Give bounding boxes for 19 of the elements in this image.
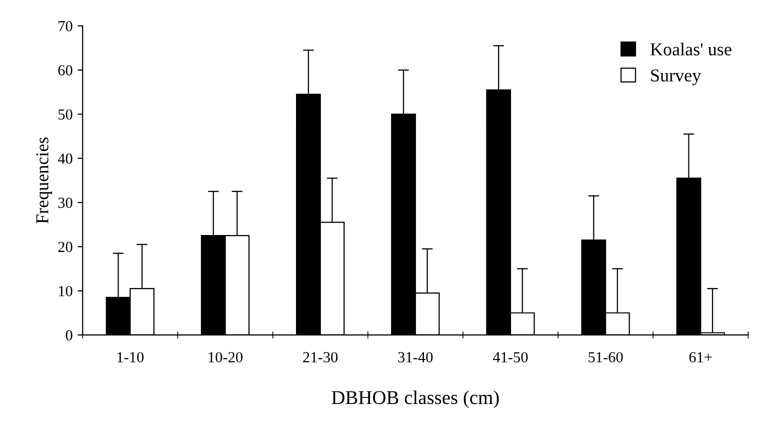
x-axis-title: DBHOB classes (cm)	[332, 390, 499, 408]
x-tick-label: 31-40	[398, 352, 433, 362]
x-tick-label: 51-60	[588, 352, 623, 362]
x-tick-label: 61+	[689, 352, 712, 362]
y-tick-label: 70	[58, 21, 72, 32]
y-tick-label: 10	[58, 286, 72, 296]
x-tick-label: 21-30	[303, 352, 338, 362]
y-tick-label: 60	[58, 65, 72, 76]
legend-label: Survey	[651, 69, 702, 86]
y-axis-title: Frequencies	[36, 137, 52, 224]
x-tick-label: 41-50	[492, 352, 528, 362]
y-tick-label: 0	[66, 330, 72, 340]
y-tick-label: 40	[58, 153, 72, 164]
y-tick-label: 30	[58, 198, 72, 208]
y-tick-label: 50	[58, 109, 72, 120]
x-tick-label: 10-20	[208, 352, 242, 362]
x-tick-label: 1-10	[118, 352, 144, 362]
legend-label: Koalas' use	[650, 42, 732, 56]
y-tick-label: 20	[58, 242, 72, 252]
